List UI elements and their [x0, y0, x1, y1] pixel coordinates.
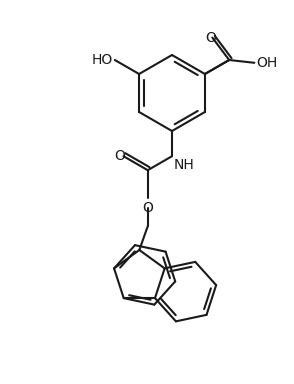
Text: O: O	[142, 201, 153, 215]
Text: OH: OH	[256, 56, 278, 70]
Text: O: O	[114, 149, 125, 163]
Text: HO: HO	[92, 53, 113, 67]
Text: NH: NH	[174, 158, 195, 172]
Text: O: O	[205, 31, 216, 45]
